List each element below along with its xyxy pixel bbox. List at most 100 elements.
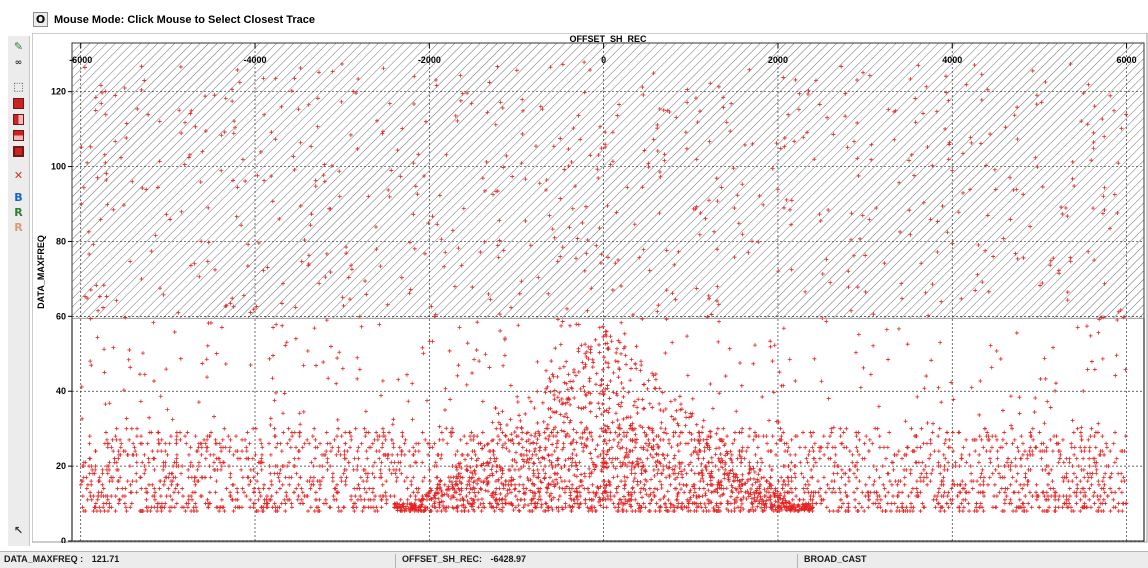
data-point [575, 490, 580, 495]
data-point [639, 471, 644, 476]
data-point [673, 477, 678, 482]
mouse-mode-button[interactable]: O [33, 12, 48, 27]
data-point [715, 490, 720, 495]
data-point [153, 490, 158, 495]
data-point [134, 452, 139, 457]
pointer-icon[interactable]: ↖ [13, 524, 24, 537]
r-green-icon[interactable]: R [14, 206, 23, 219]
data-point [638, 368, 643, 373]
data-point [586, 357, 591, 362]
data-point [342, 467, 347, 472]
data-point [493, 490, 498, 495]
data-point [667, 460, 672, 465]
data-point [722, 476, 727, 481]
split-vertical-icon[interactable] [13, 114, 24, 125]
data-point [1022, 449, 1027, 454]
data-point [1064, 456, 1069, 461]
data-point [361, 479, 366, 484]
data-point [509, 478, 514, 483]
data-point [579, 472, 584, 477]
glasses-icon[interactable]: ∞ [14, 58, 23, 68]
data-point [203, 475, 208, 480]
data-point [601, 456, 606, 461]
red-square-icon[interactable] [13, 98, 24, 109]
data-point [1088, 434, 1093, 439]
data-point [928, 452, 933, 457]
data-point [362, 426, 367, 431]
data-point [1088, 505, 1093, 510]
data-point [1096, 330, 1101, 335]
data-point [568, 418, 573, 423]
scatter-plot-panel[interactable]: -6000 -4000 -2000 0 2000 4000 6000 OFFSET_SH_RE… [32, 33, 1148, 543]
data-point [478, 502, 483, 507]
data-point [573, 460, 578, 465]
data-point [627, 460, 632, 465]
data-point [497, 497, 502, 502]
data-point [649, 477, 654, 482]
data-point [663, 426, 668, 431]
data-point [147, 415, 152, 420]
data-point [709, 490, 714, 495]
data-point [364, 449, 369, 454]
data-point [1082, 475, 1087, 480]
data-point [213, 437, 218, 442]
data-point [639, 363, 644, 368]
data-point [885, 501, 890, 506]
data-point [941, 475, 946, 480]
data-point [463, 457, 468, 462]
data-point [988, 343, 993, 348]
b-icon[interactable]: B [14, 191, 23, 204]
data-point [658, 426, 663, 431]
data-point [1081, 456, 1086, 461]
data-point [950, 497, 955, 502]
zoom-box-icon[interactable]: ⬚ [13, 80, 24, 93]
data-point [689, 468, 694, 473]
data-point [808, 494, 813, 499]
data-point [990, 471, 995, 476]
data-point [271, 353, 276, 358]
data-point [936, 490, 941, 495]
data-point [619, 381, 624, 386]
data-point [902, 482, 907, 487]
data-point [317, 497, 322, 502]
data-point [640, 460, 645, 465]
data-point [186, 452, 191, 457]
data-point [164, 367, 169, 372]
delete-x-icon[interactable]: ✕ [13, 169, 24, 182]
data-point [625, 475, 630, 480]
data-point [1062, 501, 1067, 506]
data-point [294, 486, 299, 491]
data-point [877, 475, 882, 480]
data-point [710, 406, 715, 411]
data-point [275, 441, 280, 446]
data-point [839, 467, 844, 472]
select-region-icon[interactable] [13, 146, 24, 157]
data-point [128, 365, 133, 370]
data-point [751, 437, 756, 442]
data-point [621, 386, 626, 391]
data-point [652, 386, 657, 391]
data-point [356, 456, 361, 461]
data-point [852, 471, 857, 476]
data-point [657, 509, 662, 514]
data-point [1048, 486, 1053, 491]
data-point [380, 482, 385, 487]
data-point [443, 407, 448, 412]
data-point [231, 452, 236, 457]
data-point [88, 456, 93, 461]
pencil-icon[interactable]: ✎ [13, 40, 24, 53]
split-horizontal-icon[interactable] [13, 130, 24, 141]
data-point [481, 501, 486, 506]
data-point [862, 509, 867, 514]
data-point [104, 437, 109, 442]
data-point [988, 460, 993, 465]
data-point [283, 475, 288, 480]
data-point [956, 430, 961, 435]
data-point [535, 467, 540, 472]
data-point [767, 418, 772, 423]
scatter-plot[interactable]: -6000 -4000 -2000 0 2000 4000 6000OFFSET_SH_RE… [32, 33, 1148, 543]
data-point [92, 505, 97, 510]
data-point [548, 379, 553, 384]
data-point [607, 438, 612, 443]
data-point [889, 501, 894, 506]
